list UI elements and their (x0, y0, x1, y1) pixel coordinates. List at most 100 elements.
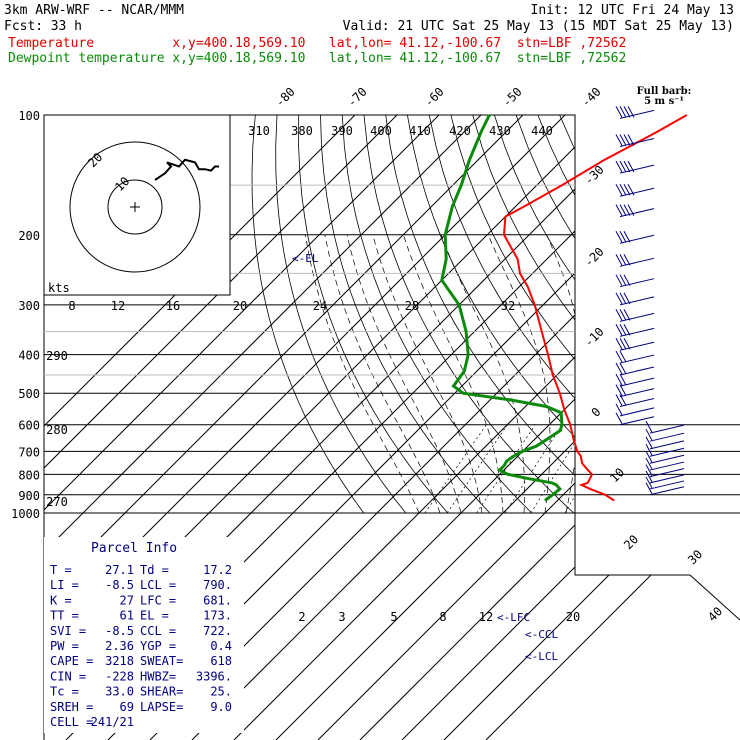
isotherm-line (44, 115, 482, 740)
wind-barb (615, 338, 655, 351)
dry-adiabat (428, 115, 701, 514)
isotherm-line (44, 115, 440, 740)
parcel-value: 27 (120, 593, 134, 607)
wind-barb (615, 373, 655, 387)
barb-flag (645, 464, 653, 476)
wind-barb (645, 443, 685, 457)
isotherm-label: 20 (621, 532, 641, 552)
isotherm-label: -30 (582, 163, 607, 188)
el-label: <-EL (292, 252, 319, 265)
parcel-value: 27.1 (105, 563, 134, 577)
barb-staff (649, 440, 685, 450)
barb-staff (619, 398, 655, 407)
barb-flag (619, 134, 627, 146)
lcl-label: <-LCL (525, 650, 558, 663)
dry-adiabat (407, 115, 659, 514)
isotherm-label: -60 (422, 85, 447, 110)
wind-barb (615, 106, 655, 119)
barb-staff (619, 187, 655, 197)
parcel-value: 9.0 (210, 700, 232, 714)
theta-label: 380 (291, 124, 313, 138)
barb-staff (649, 468, 685, 478)
parcel-value: 722. (203, 624, 232, 638)
barb-flag (645, 436, 653, 449)
theta-label: 290 (46, 349, 68, 363)
moist-adiabat (305, 234, 420, 514)
parcel-value: 69 (120, 700, 134, 714)
parcel-label: EL = (140, 609, 169, 623)
barb-flag (615, 309, 623, 321)
mixing-ratio-label: 5 (390, 610, 397, 624)
moist-adiabat (372, 234, 483, 514)
theta-label: 400 (370, 124, 392, 138)
isotherm-label: -40 (579, 85, 604, 110)
dewpoint-line (440, 114, 564, 502)
barb-flag (615, 254, 623, 266)
hodograph-trace (154, 158, 219, 181)
wind-barb (615, 403, 655, 417)
dry-adiabat (689, 115, 740, 514)
isotherm-label: -50 (500, 85, 525, 110)
barb-flag (615, 350, 623, 363)
barb-flag (645, 443, 653, 456)
parcel-label: K = (50, 593, 72, 607)
parcel-value: -8.5 (105, 624, 134, 638)
barb-flag (627, 184, 635, 196)
barb-flag (615, 231, 623, 243)
barb-staff (649, 480, 685, 490)
isotherm-label: 40 (705, 604, 725, 624)
barb-flag (619, 324, 627, 336)
wind-barb (645, 470, 685, 484)
parcel-label: SREH = (50, 700, 93, 714)
fcst-value: 33 h (51, 19, 82, 34)
mixing-ratio-label: 16 (166, 299, 180, 313)
parcel-value: 173. (203, 609, 232, 623)
wind-barb (615, 184, 655, 197)
barb-flag (615, 134, 623, 146)
hodograph-frame (43, 114, 231, 296)
barb-flag (645, 451, 653, 463)
wind-barb (615, 384, 655, 398)
isotherm-label: -80 (273, 85, 298, 110)
isotherm-line (191, 115, 740, 740)
barb-flag (615, 412, 623, 424)
parcel-label: SVI = (50, 624, 86, 638)
theta-label: 420 (449, 124, 471, 138)
parcel-label: SWEAT= (140, 654, 183, 668)
barb-flag (615, 373, 623, 386)
dry-adiabat (363, 115, 575, 514)
barb-staff (619, 164, 655, 174)
isotherm-line (485, 115, 740, 740)
parcel-label: HWBZ= (140, 669, 176, 683)
parcel-value: -228 (105, 669, 134, 683)
wind-barb (615, 394, 655, 407)
parcel-value: 790. (203, 578, 232, 592)
barb-flag (615, 106, 623, 118)
theta-label: 280 (46, 423, 68, 437)
barb-flag (615, 384, 623, 396)
barb-staff (649, 432, 685, 442)
wind-barb (615, 274, 655, 288)
barb-flag (619, 231, 627, 243)
wind-barb (645, 457, 685, 471)
barb-flag (623, 184, 631, 196)
wind-barb (615, 324, 655, 337)
wind-barb (645, 464, 685, 478)
barb-flag (619, 384, 627, 396)
wind-barb (615, 412, 655, 426)
barb-flag (619, 204, 627, 216)
temperature-legend: Temperature x,y=400.18,569.10 lat,lon= 4… (8, 36, 626, 51)
parcel-value: 61 (120, 609, 134, 623)
mixing-ratio-label: 8 (68, 299, 75, 313)
barb-flag (623, 274, 631, 286)
moist-adiabat (324, 234, 441, 514)
dry-adiabat (667, 115, 740, 514)
parcel-label: Tc = (50, 685, 79, 699)
parcel-label: Td = (140, 563, 169, 577)
barb-staff (649, 424, 685, 434)
lfc-label: <-LFC (497, 611, 530, 624)
parcel-label: T = (50, 563, 72, 577)
